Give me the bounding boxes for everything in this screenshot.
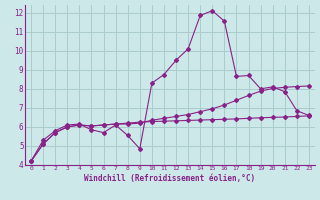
X-axis label: Windchill (Refroidissement éolien,°C): Windchill (Refroidissement éolien,°C) <box>84 174 256 183</box>
